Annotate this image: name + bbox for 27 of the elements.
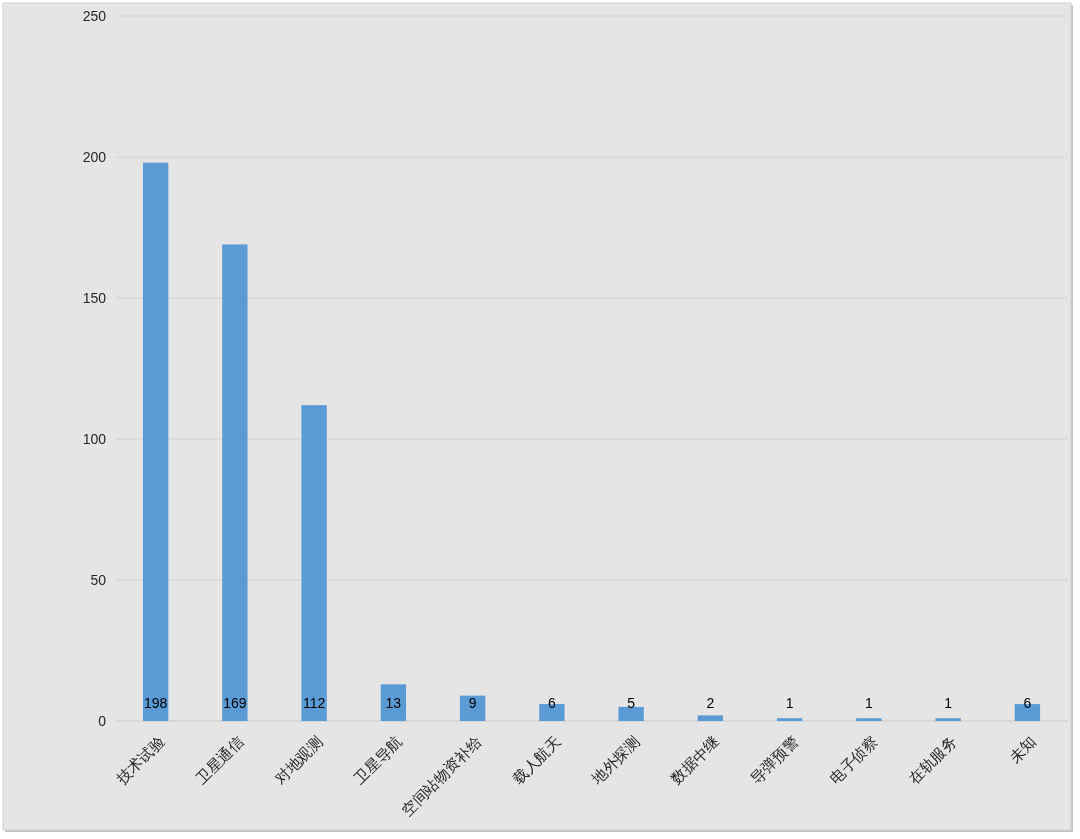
data-label: 2 [706,695,715,711]
data-label: 1 [865,695,873,711]
data-label: 1 [785,695,794,711]
x-tick-label: 卫星导航 [351,733,406,788]
x-tick-label: 载人航天 [509,733,564,788]
data-label: 1 [944,695,952,711]
x-tick-label: 地外探测 [589,733,643,788]
y-tick-label: 50 [90,572,106,588]
data-label: 9 [468,695,477,711]
y-tick-label: 250 [82,8,106,24]
x-tick-label: 电子侦察 [826,733,881,788]
y-tick-label: 0 [98,713,106,729]
x-tick-label: 数据中继 [668,733,723,788]
data-label: 169 [223,695,247,711]
y-tick-label: 200 [82,149,106,165]
x-tick-label: 技术试验 [113,733,168,788]
x-tick-label: 在轨服务 [906,733,960,788]
y-tick-label: 100 [82,431,106,447]
data-label: 13 [385,695,402,711]
x-tick-label: 导弹预警 [747,733,802,788]
data-label: 112 [302,695,326,711]
data-label: 5 [627,695,635,711]
x-tick-label: 对地观测 [272,733,326,788]
data-label: 198 [143,695,168,711]
x-tick-label: 未知 [1006,733,1040,766]
y-tick-label: 150 [82,290,106,306]
x-tick-label: 卫星通信 [192,733,247,788]
